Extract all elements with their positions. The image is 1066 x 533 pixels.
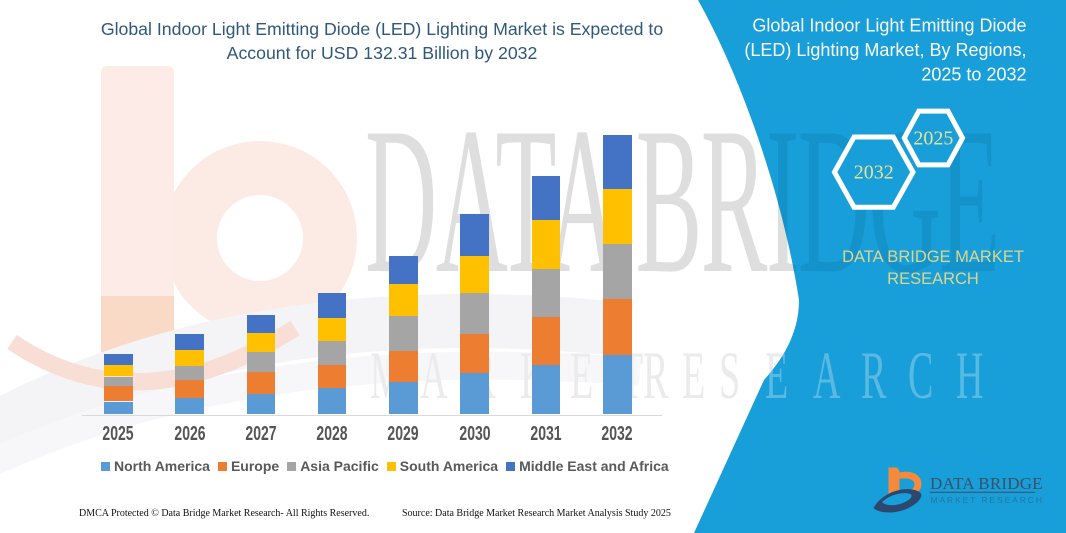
svg-text:RESEARCH: RESEARCH [887, 270, 979, 288]
svg-text:E: E [682, 338, 705, 413]
svg-text:R: R [470, 338, 496, 413]
svg-text:R: R [861, 338, 887, 413]
svg-text:S: S [719, 338, 740, 413]
svg-text:2025 to 2032: 2025 to 2032 [921, 65, 1026, 85]
svg-text:A: A [813, 338, 841, 413]
svg-text:E: E [570, 338, 593, 413]
svg-text:T: T [620, 338, 643, 413]
svg-text:A: A [420, 338, 448, 413]
svg-text:C: C [908, 338, 933, 413]
svg-text:2025: 2025 [913, 128, 953, 150]
svg-text:Global Indoor Light Emitting D: Global Indoor Light Emitting Diode [752, 16, 1026, 36]
svg-text:DATA BRIDGE: DATA BRIDGE [930, 474, 1043, 493]
svg-text:MARKET RESEARCH: MARKET RESEARCH [931, 495, 1044, 505]
svg-text:E: E [765, 338, 788, 413]
svg-text:(LED) Lighting Market, By Regi: (LED) Lighting Market, By Regions, [744, 40, 1026, 60]
svg-text:DATA BRIDGE MARKET: DATA BRIDGE MARKET [842, 248, 1024, 266]
svg-text:K: K [520, 338, 548, 413]
svg-text:A: A [420, 338, 448, 413]
svg-text:H: H [956, 338, 983, 413]
svg-text:R: R [643, 338, 669, 413]
svg-text:E: E [682, 338, 705, 413]
svg-text:S: S [719, 338, 740, 413]
svg-text:E: E [570, 338, 593, 413]
svg-text:M: M [370, 338, 404, 413]
svg-text:R: R [643, 338, 669, 413]
svg-text:2032: 2032 [854, 162, 894, 184]
